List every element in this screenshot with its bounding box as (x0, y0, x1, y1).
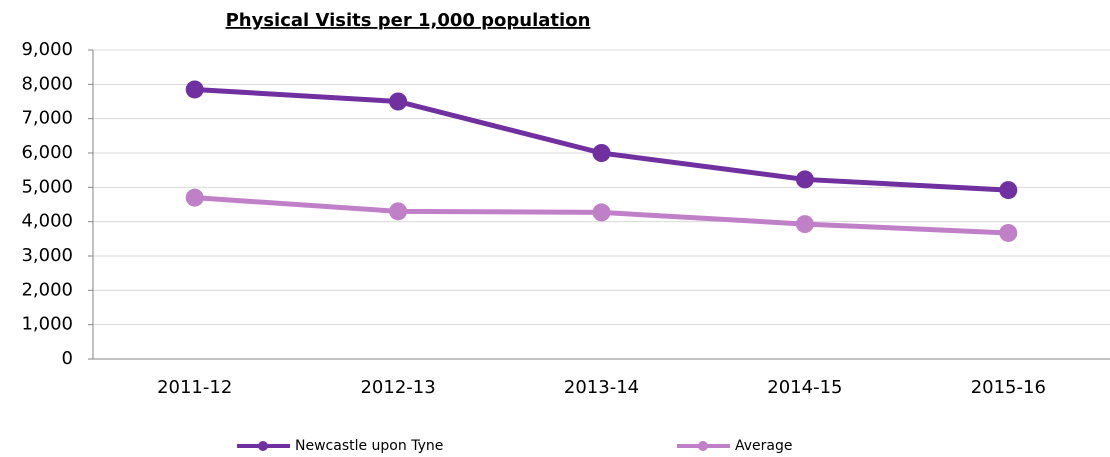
data-point (185, 80, 204, 99)
x-tick-label: 2012-13 (360, 377, 435, 398)
data-point (999, 181, 1018, 200)
data-point (185, 188, 204, 207)
data-point (999, 223, 1018, 242)
legend-marker (698, 441, 708, 451)
data-point (389, 92, 408, 111)
y-tick-label: 6,000 (21, 142, 73, 163)
data-point (795, 170, 814, 189)
data-point (389, 202, 408, 221)
y-tick-label: 4,000 (21, 211, 73, 232)
x-tick-label: 2013-14 (564, 377, 639, 398)
chart-title: Physical Visits per 1,000 population (226, 10, 591, 31)
x-tick-label: 2015-16 (971, 377, 1046, 398)
series-line (194, 86, 1009, 193)
legend-marker (258, 441, 268, 451)
y-tick-label: 9,000 (21, 39, 73, 60)
legend-label: Average (735, 438, 793, 454)
y-tick-label: 1,000 (21, 314, 73, 335)
y-tick-label: 0 (62, 348, 73, 369)
y-tick-label: 7,000 (21, 108, 73, 129)
y-tick-label: 8,000 (21, 73, 73, 94)
x-tick-label: 2014-15 (767, 377, 842, 398)
y-tick-label: 3,000 (21, 245, 73, 266)
data-point (592, 203, 611, 222)
data-point (592, 144, 611, 162)
data-point (795, 215, 814, 234)
x-tick-label: 2011-12 (157, 377, 232, 398)
y-tick-label: 5,000 (21, 176, 73, 197)
y-tick-label: 2,000 (21, 279, 73, 300)
legend-label: Newcastle upon Tyne (295, 438, 443, 454)
